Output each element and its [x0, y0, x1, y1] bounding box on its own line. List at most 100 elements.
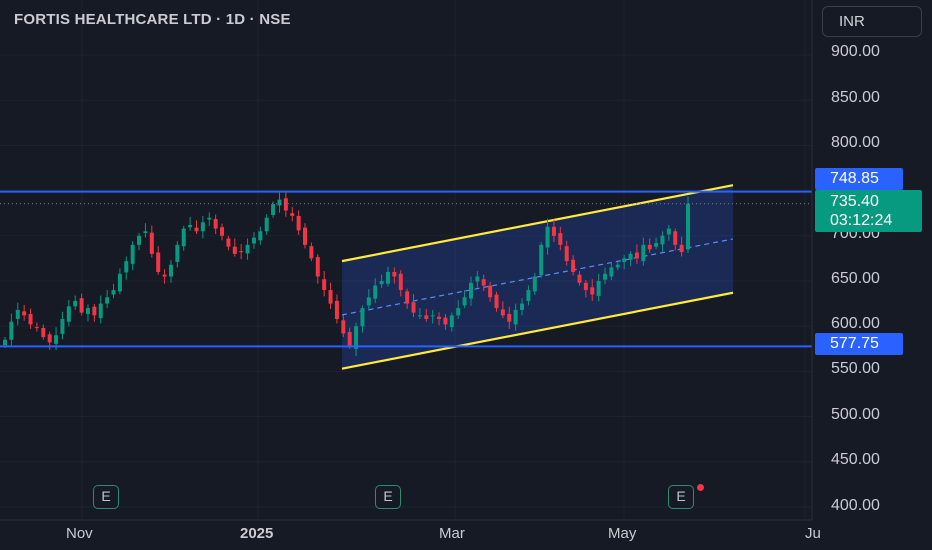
candle-body [513, 309, 518, 325]
candle-body [539, 244, 544, 276]
candle-body [3, 339, 7, 346]
candle-body [596, 281, 601, 296]
candle-body [264, 217, 269, 232]
candle-body [417, 315, 422, 317]
candle-body [577, 274, 582, 283]
candle-body [34, 327, 39, 329]
candle-body [251, 237, 256, 244]
candle-body [456, 308, 461, 316]
candle-body [641, 244, 646, 262]
candle-body [271, 204, 276, 216]
candle-body [79, 298, 84, 313]
candle-body [475, 276, 480, 282]
earnings-marker-icon[interactable]: E [93, 485, 119, 509]
candle-body [98, 303, 103, 319]
candle-body [590, 287, 595, 295]
price-label: 850.00 [831, 89, 880, 106]
earnings-alert-dot [697, 484, 704, 491]
price-label: 550.00 [831, 360, 880, 377]
candle-body [188, 224, 193, 228]
channel-lower-line [341, 291, 734, 370]
candle-body [360, 308, 365, 327]
candle-body [481, 279, 486, 286]
candle-body [507, 313, 512, 322]
candle-body [73, 300, 78, 307]
channel-upper-line [341, 184, 734, 263]
candle-body [9, 321, 14, 340]
price-label: 900.00 [831, 43, 880, 60]
candle-body [41, 328, 46, 338]
candle-body [634, 252, 639, 259]
candle-body [226, 238, 231, 247]
last-price: 735.40 [830, 193, 879, 210]
regression-channel [341, 184, 734, 370]
price-label: 600.00 [831, 315, 880, 332]
candle-body [220, 227, 225, 236]
candle-body [488, 285, 493, 298]
candle-body [583, 282, 588, 291]
candle-body [430, 315, 435, 317]
candle-body [532, 276, 537, 292]
lower-level-tag[interactable]: 577.75 [815, 333, 903, 355]
candle-body [520, 303, 525, 310]
time-label: May [608, 525, 637, 542]
candle-body [379, 281, 384, 285]
candle-body [373, 285, 378, 299]
candle-body [673, 231, 678, 245]
time-label: Mar [439, 525, 465, 542]
candle-body [334, 300, 339, 319]
earnings-marker-icon[interactable]: E [375, 485, 401, 509]
chart-grid [0, 0, 812, 520]
candle-body [615, 264, 620, 268]
candle-body [551, 226, 556, 236]
candle-body [666, 228, 671, 235]
horizontal-levels [0, 190, 812, 348]
candle-body [22, 311, 27, 316]
candle-body [341, 320, 346, 334]
candle-body [315, 257, 320, 277]
candle-body [679, 244, 684, 253]
candle-body [526, 290, 531, 301]
candle-body [354, 326, 359, 349]
candle-body [424, 315, 429, 319]
symbol-title: FORTIS HEALTHCARE LTD · 1D · NSE [14, 11, 291, 28]
last-price-tag: 735.40 03:12:24 [815, 190, 922, 232]
candle-body [117, 273, 122, 292]
candle-body [309, 246, 314, 259]
candle-body [213, 219, 218, 229]
candle-body [322, 279, 327, 291]
candle-body [194, 227, 199, 232]
candle-body [85, 308, 90, 314]
price-label: 650.00 [831, 270, 880, 287]
candle-body [149, 232, 154, 254]
candle-body [156, 252, 161, 272]
candle-body [162, 274, 167, 277]
price-label: 400.00 [831, 497, 880, 514]
candle-body [437, 316, 442, 319]
candle-body [558, 233, 563, 245]
candle-body [207, 217, 212, 220]
candle-body [200, 222, 205, 232]
candle-body [277, 199, 282, 206]
time-label: 2025 [240, 525, 274, 542]
upper-level-tag[interactable]: 748.85 [815, 168, 903, 190]
candle-body [647, 244, 652, 250]
candle-body [571, 259, 576, 272]
bar-countdown: 03:12:24 [830, 212, 893, 229]
candle-body [545, 226, 550, 248]
candle-body [124, 261, 129, 273]
candle-body [366, 297, 371, 306]
candle-body [628, 253, 633, 260]
candle-body [686, 203, 690, 250]
candle-body [258, 231, 263, 241]
currency-button[interactable]: INR [822, 6, 922, 37]
candle-body [609, 267, 614, 277]
candle-body [239, 251, 244, 253]
candle-body [449, 315, 454, 328]
candle-body [143, 231, 148, 234]
candle-body [181, 228, 186, 247]
candle-body [347, 332, 352, 347]
earnings-marker-icon[interactable]: E [668, 485, 694, 509]
candle-body [398, 273, 403, 291]
